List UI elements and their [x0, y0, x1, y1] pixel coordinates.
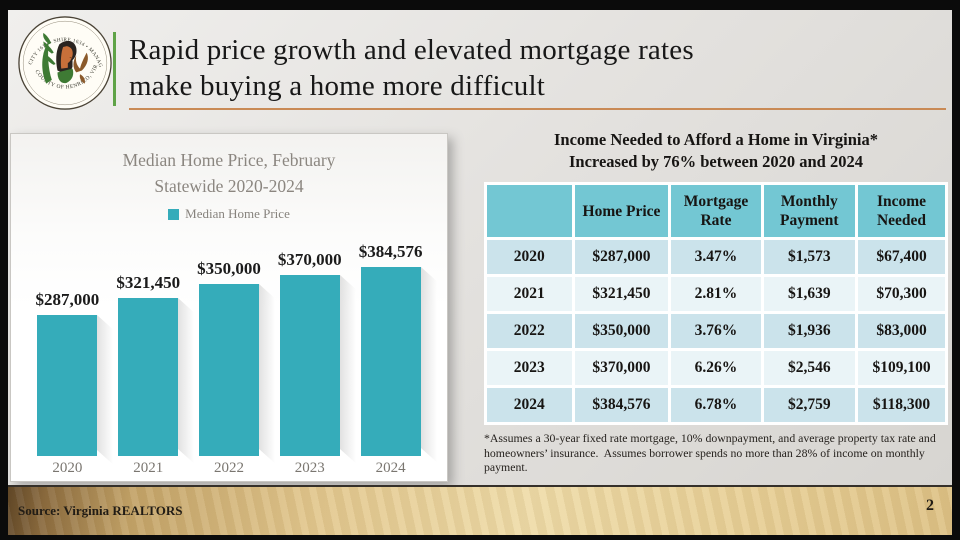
- table-column-header: Mortgage Rate: [668, 182, 764, 240]
- table-cell: $321,450: [571, 274, 672, 314]
- table-row: 2020 $287,000 3.47% $1,573 $67,400: [484, 237, 948, 277]
- legend-label: Median Home Price: [185, 206, 290, 221]
- bar-value-label: $350,000: [197, 259, 261, 279]
- chart-legend: Median Home Price: [11, 206, 447, 222]
- table-row: 2022 $350,000 3.76% $1,936 $83,000: [484, 311, 948, 351]
- page-number: 2: [926, 497, 934, 514]
- bar: [360, 267, 421, 456]
- bar-value-label: $287,000: [35, 290, 100, 310]
- table-body: 2020 $287,000 3.47% $1,573 $67,400 2021 $321,4…: [484, 237, 948, 425]
- table-title: Income Needed to Afford a Home in Virgin…: [484, 129, 948, 173]
- chart-title-line1: Median Home Price, February: [122, 150, 336, 170]
- bar-column: $287,000: [27, 228, 108, 456]
- table-column-header: Income Needed: [855, 182, 948, 240]
- slide-footer: Source: Virginia REALTORS 2: [8, 485, 952, 535]
- table-cell: $2,759: [760, 385, 859, 425]
- table-column-header: [484, 182, 575, 240]
- slide-canvas: CITY 1611 • SHIRE 1634 • MANAGER 1934 CO…: [8, 10, 952, 535]
- table-cell: $109,100: [855, 348, 948, 388]
- table-row: 2024 $384,576 6.78% $2,759 $118,300: [484, 385, 948, 425]
- table-cell: 2.81%: [668, 274, 764, 314]
- bar: [198, 284, 259, 456]
- bar-value-label: $370,000: [277, 249, 342, 269]
- bar: [118, 298, 179, 456]
- bar-column: $321,450: [108, 228, 189, 456]
- table-title-line1: Income Needed to Afford a Home in Virgin…: [553, 130, 878, 149]
- table-row: 2023 $370,000 6.26% $2,546 $109,100: [484, 348, 948, 388]
- table-cell: 6.78%: [668, 385, 764, 425]
- table-cell: 2024: [484, 385, 575, 425]
- bar-column: $384,576: [350, 228, 431, 456]
- x-axis-tick-label: 2024: [375, 460, 406, 476]
- page-title-line2: make buying a home more difficult: [129, 70, 545, 102]
- x-axis-tick-label: 2023: [294, 460, 325, 476]
- table-cell: $370,000: [571, 348, 672, 388]
- bar-column: $370,000: [269, 228, 350, 456]
- table-cell: $2,546: [760, 348, 859, 388]
- bar-column: $350,000: [189, 228, 270, 456]
- table-cell: $384,576: [571, 385, 672, 425]
- x-axis-tick-label: 2022: [213, 460, 244, 476]
- bar-plot: $287,000 $321,450 $350,000 $370,000 $384,576: [27, 228, 431, 456]
- seal-artwork: [42, 32, 88, 84]
- table-row: 2021 $321,450 2.81% $1,639 $70,300: [484, 274, 948, 314]
- x-axis: 2020 2021 2022 2023 2024: [27, 460, 431, 477]
- table-cell: $1,573: [760, 237, 859, 277]
- title-underline: [129, 108, 946, 110]
- henrico-county-seal-logo: CITY 1611 • SHIRE 1634 • MANAGER 1934 CO…: [18, 16, 112, 110]
- table-cell: 2021: [484, 274, 575, 314]
- bar: [279, 274, 340, 456]
- page-title: Rapid price growth and elevated mortgage…: [129, 32, 939, 104]
- table-cell: $83,000: [855, 311, 948, 351]
- bar-value-label: $321,450: [116, 273, 181, 293]
- table-cell: 2022: [484, 311, 575, 351]
- source-credit: Source: Virginia REALTORS: [18, 503, 183, 518]
- median-home-price-chart: Median Home Price, February Statewide 20…: [10, 133, 448, 482]
- page-title-line1: Rapid price growth and elevated mortgage…: [129, 34, 694, 66]
- table-cell: 2023: [484, 348, 575, 388]
- table-cell: $1,639: [760, 274, 859, 314]
- table-column-header: Home Price: [571, 182, 672, 240]
- table-cell: $350,000: [571, 311, 672, 351]
- income-needed-table: Home Price Mortgage Rate Monthly Payment In…: [484, 182, 948, 425]
- legend-swatch-icon: [168, 208, 180, 220]
- x-axis-tick-label: 2020: [52, 460, 83, 476]
- table-title-line2: Increased by 76% between 2020 and 2024: [569, 152, 863, 171]
- table-cell: $70,300: [855, 274, 948, 314]
- table-footnote: *Assumes a 30-year fixed rate mortgage, …: [484, 431, 936, 474]
- table-cell: $118,300: [855, 385, 948, 425]
- table-cell: 3.76%: [668, 311, 764, 351]
- table-cell: $67,400: [855, 237, 948, 277]
- x-axis-tick-label: 2021: [133, 460, 164, 476]
- chart-title-line2: Statewide 2020-2024: [154, 176, 304, 196]
- table-cell: 6.26%: [668, 348, 764, 388]
- table-cell: 3.47%: [668, 237, 764, 277]
- table-cell: $287,000: [571, 237, 672, 277]
- table-column-header: Monthly Payment: [760, 182, 859, 240]
- bar: [37, 315, 98, 456]
- table-header-row: Home Price Mortgage Rate Monthly Payment In…: [484, 182, 948, 240]
- income-table-panel: Income Needed to Afford a Home in Virgin…: [484, 129, 948, 475]
- table-cell: $1,936: [760, 311, 859, 351]
- table-cell: 2020: [484, 237, 575, 277]
- title-accent-bar: [113, 32, 116, 106]
- bar-value-label: $384,576: [358, 242, 423, 262]
- chart-title: Median Home Price, February Statewide 20…: [11, 147, 447, 199]
